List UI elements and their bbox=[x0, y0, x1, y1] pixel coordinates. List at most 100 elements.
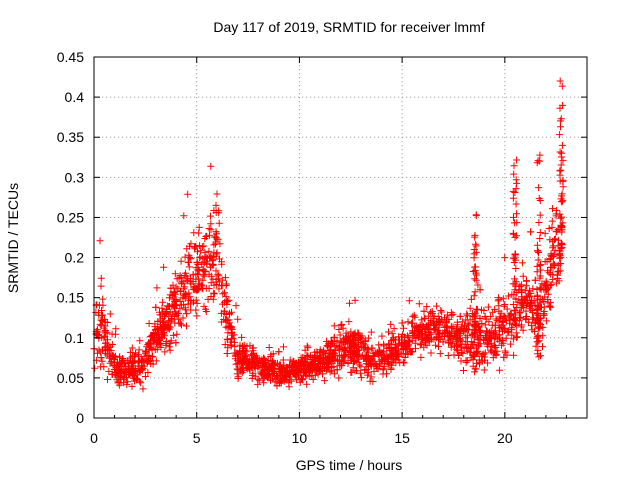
data-point bbox=[401, 354, 409, 361]
data-point bbox=[338, 345, 346, 353]
data-point bbox=[194, 248, 201, 256]
data-point bbox=[152, 357, 160, 365]
data-point bbox=[140, 352, 148, 360]
data-point bbox=[132, 376, 140, 384]
data-point bbox=[269, 369, 277, 377]
data-point bbox=[193, 312, 201, 320]
data-point bbox=[535, 184, 543, 192]
data-point bbox=[401, 338, 409, 346]
data-point bbox=[355, 355, 363, 363]
data-point bbox=[158, 331, 166, 339]
data-point bbox=[454, 328, 462, 336]
data-point bbox=[541, 293, 549, 301]
data-point bbox=[371, 360, 379, 368]
data-point bbox=[123, 381, 131, 389]
data-point bbox=[383, 370, 390, 378]
data-point bbox=[416, 341, 424, 349]
data-point bbox=[252, 352, 260, 360]
data-point bbox=[200, 302, 208, 310]
data-point bbox=[283, 375, 291, 383]
data-point bbox=[345, 318, 353, 326]
data-point bbox=[273, 382, 281, 390]
data-point bbox=[249, 344, 257, 352]
data-point bbox=[309, 376, 317, 383]
data-point bbox=[161, 310, 169, 317]
data-point bbox=[96, 320, 104, 328]
data-point bbox=[408, 319, 416, 327]
data-point bbox=[167, 316, 175, 324]
data-point bbox=[97, 354, 105, 362]
data-point bbox=[544, 290, 552, 298]
data-point bbox=[225, 296, 233, 304]
data-point bbox=[106, 359, 114, 367]
data-point bbox=[511, 250, 519, 258]
data-point bbox=[540, 298, 548, 305]
data-point bbox=[481, 313, 489, 321]
data-point bbox=[307, 363, 315, 371]
data-point bbox=[207, 293, 215, 300]
data-point bbox=[488, 343, 496, 351]
data-point bbox=[558, 82, 566, 90]
data-point bbox=[207, 252, 215, 260]
data-point bbox=[248, 364, 256, 371]
data-point bbox=[536, 284, 544, 292]
data-point bbox=[152, 325, 160, 333]
data-point bbox=[179, 292, 187, 300]
data-point bbox=[95, 334, 103, 342]
data-point bbox=[238, 349, 246, 357]
data-point bbox=[336, 338, 344, 346]
data-point bbox=[131, 367, 139, 375]
data-point bbox=[260, 379, 268, 387]
data-point bbox=[481, 356, 488, 364]
data-point bbox=[546, 302, 554, 310]
data-point bbox=[357, 374, 365, 382]
data-point bbox=[309, 358, 317, 365]
data-point bbox=[135, 351, 142, 359]
data-point bbox=[285, 379, 293, 387]
data-point bbox=[511, 275, 518, 283]
data-point bbox=[511, 189, 519, 196]
data-point bbox=[500, 302, 508, 310]
data-point bbox=[166, 346, 174, 354]
chart-title: Day 117 of 2019, SRMTID for receiver lmm… bbox=[213, 19, 484, 35]
data-point bbox=[509, 301, 517, 308]
data-point bbox=[234, 375, 242, 382]
data-point bbox=[454, 347, 461, 355]
data-point bbox=[136, 337, 144, 345]
data-point bbox=[104, 376, 111, 383]
data-point bbox=[324, 354, 332, 362]
data-point bbox=[528, 307, 536, 315]
data-point bbox=[533, 268, 541, 276]
data-point bbox=[242, 348, 250, 356]
data-point bbox=[545, 255, 553, 263]
data-point bbox=[281, 369, 288, 377]
data-point bbox=[227, 323, 235, 331]
data-point bbox=[399, 346, 407, 354]
data-point bbox=[279, 356, 287, 364]
data-point bbox=[417, 340, 425, 348]
data-point bbox=[558, 239, 566, 247]
data-point bbox=[436, 350, 444, 358]
data-point bbox=[487, 327, 495, 335]
data-point bbox=[533, 306, 541, 314]
data-point bbox=[137, 379, 145, 387]
data-point bbox=[367, 328, 375, 336]
data-point bbox=[504, 292, 512, 300]
data-point bbox=[177, 257, 185, 265]
data-point bbox=[557, 253, 565, 261]
data-point bbox=[298, 376, 306, 384]
data-point bbox=[474, 281, 482, 289]
data-point bbox=[427, 349, 435, 357]
data-point bbox=[433, 328, 441, 336]
data-point bbox=[372, 361, 380, 369]
data-point bbox=[183, 310, 191, 318]
data-point bbox=[539, 332, 547, 340]
data-point bbox=[549, 264, 557, 272]
data-point bbox=[224, 297, 231, 305]
data-point bbox=[232, 351, 240, 359]
data-point bbox=[417, 353, 425, 361]
data-point bbox=[459, 325, 467, 333]
data-point bbox=[338, 320, 346, 328]
data-point bbox=[237, 365, 245, 373]
x-tick-label: 15 bbox=[394, 430, 410, 446]
